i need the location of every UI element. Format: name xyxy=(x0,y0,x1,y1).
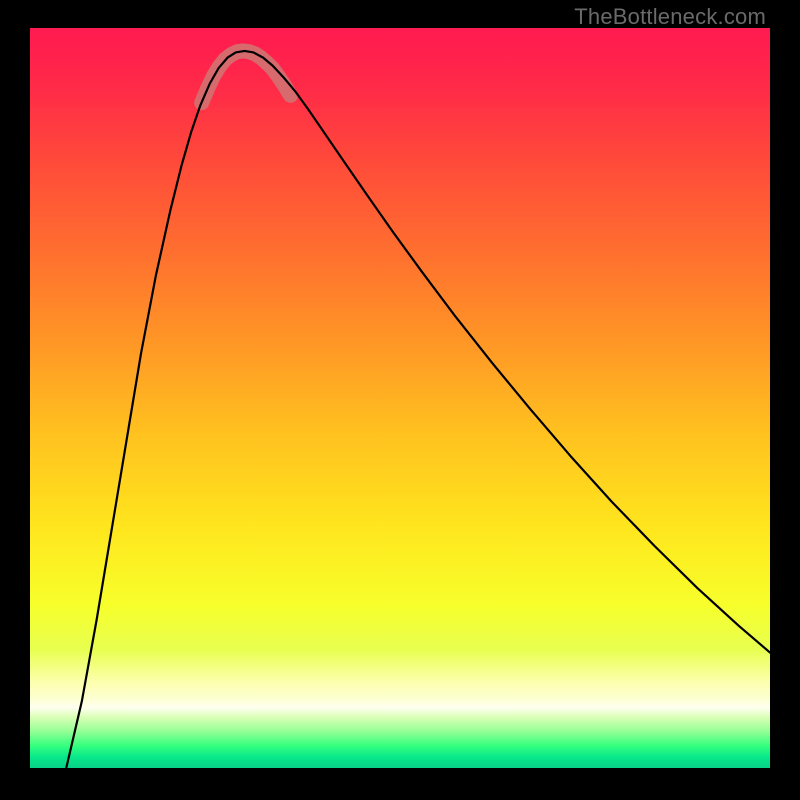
plot-frame xyxy=(30,28,770,768)
watermark-text: TheBottleneck.com xyxy=(574,4,766,30)
gradient-background xyxy=(30,28,770,768)
